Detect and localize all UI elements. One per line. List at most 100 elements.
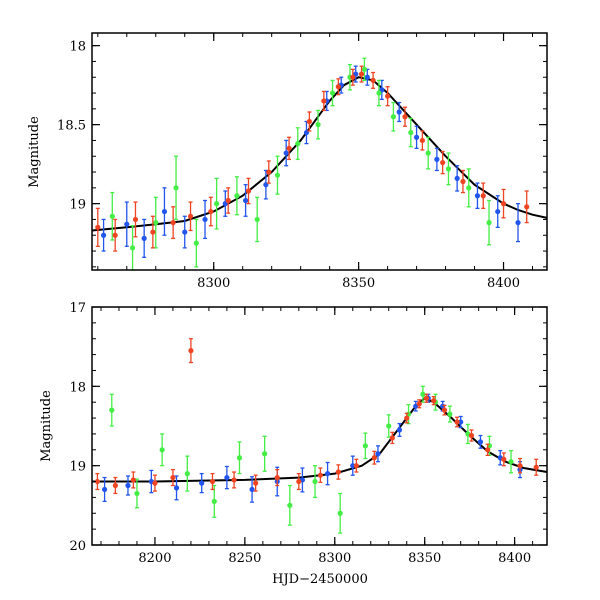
data-point [132,216,139,223]
data-point [286,145,292,151]
data-point [375,451,381,457]
data-point [431,398,437,404]
data-point [533,464,539,470]
model-curve [92,397,548,483]
data-point [362,443,368,449]
data-point [188,348,194,354]
data-point [454,175,460,181]
data-point [182,229,188,235]
data-point [109,213,115,219]
y-tick-label: 19 [69,198,86,213]
data-point [466,185,472,191]
data-point [386,423,392,429]
data-point [224,474,230,481]
y-tick-label: 18 [69,380,86,395]
data-point [242,197,249,204]
x-tick-label: 8400 [498,551,531,566]
data-point [150,229,156,235]
data-point [376,90,382,96]
data-point [441,407,448,413]
data-point [312,478,318,485]
data-point [173,485,180,491]
data-point [350,463,356,469]
data-point [214,201,220,207]
data-point [423,395,430,401]
data-point [396,427,403,433]
data-point [358,71,365,77]
data-point [296,478,302,485]
data-point [517,463,523,469]
y-tick-label: 18 [69,40,86,55]
data-point [306,118,312,125]
data-point [253,480,259,486]
data-point [416,401,422,407]
data-point [404,415,410,421]
data-point [159,447,165,453]
data-point [130,477,136,483]
data-point [231,477,237,483]
data-point [193,240,199,246]
x-axis-title: HJD−2450000 [272,572,368,587]
data-point [153,220,159,226]
x-tick-label: 8200 [138,551,171,566]
data-point [434,156,440,162]
bottom-panel-frame [91,306,548,546]
data-point [225,197,231,204]
top-panel-ticks: 8300 8350 8400 18 18.5 19 [57,33,547,291]
data-point [335,84,341,90]
top-y-axis-title: Magnitude [27,116,42,188]
data-point [170,220,176,226]
data-point [94,478,100,485]
x-tick-label: 8300 [197,276,230,291]
data-point [337,510,343,516]
data-point [95,224,101,230]
y-tick-label: 17 [69,301,86,316]
data-point [468,432,475,439]
data-point [129,245,136,251]
data-point [329,90,336,96]
data-point [209,478,216,485]
data-point [236,455,243,461]
data-point [460,178,466,185]
data-point [364,74,370,80]
data-point [425,150,431,156]
data-point [495,208,501,215]
data-point [112,232,118,238]
data-point [419,137,425,144]
data-point [245,188,252,194]
bottom-y-axis-title: Magnitude [39,390,54,462]
data-point [458,419,464,425]
bottom-panel: 8200 8250 8300 8350 8400 17 18 19 20 Magnitude H… [39,301,548,587]
data-point [317,472,323,478]
data-point [474,193,481,199]
data-point [170,474,176,481]
data-point [283,150,289,156]
data-point [321,98,327,104]
model-curve [91,76,548,232]
data-point [485,447,491,453]
data-point [274,474,280,481]
data-point [101,486,108,493]
top-panel-marks [91,57,548,271]
y-tick-label: 20 [69,539,86,554]
x-tick-label: 8400 [487,276,520,291]
y-tick-label: 19 [69,460,86,475]
data-point [335,469,341,475]
data-point [125,482,131,489]
bottom-panel-ticks: 8200 8250 8300 8350 8400 17 18 19 20 [69,301,547,566]
data-point [134,490,140,497]
data-point [161,208,168,215]
data-point [500,201,507,207]
x-tick-label: 8250 [228,551,261,566]
data-point [234,193,240,199]
data-point [254,216,260,223]
data-point [295,141,301,147]
y-tick-label: 18.5 [57,119,86,134]
data-point [173,185,179,191]
data-point [274,172,281,178]
data-point [445,166,452,172]
data-point [262,451,268,457]
data-point [202,216,208,223]
data-point [371,455,377,461]
